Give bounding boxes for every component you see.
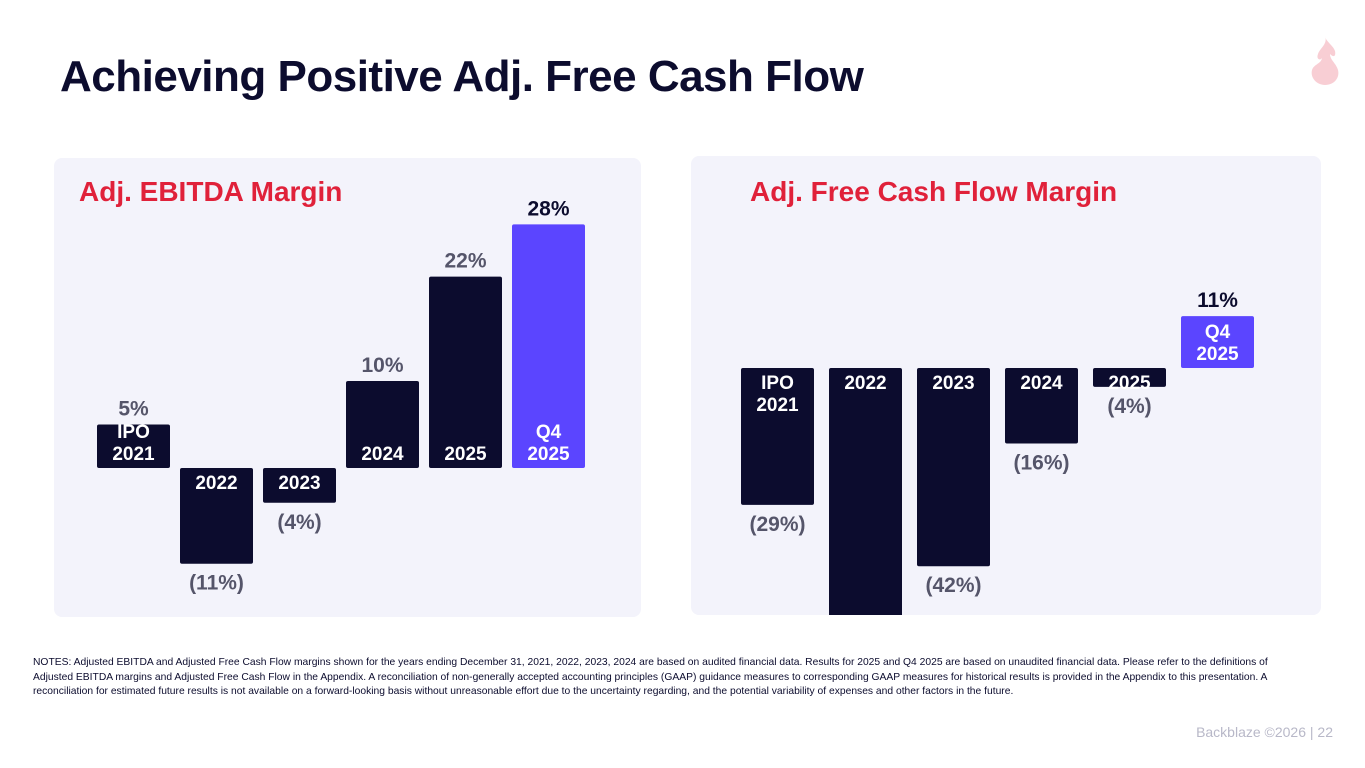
ebitda-bar-5 xyxy=(512,224,585,468)
ebitda-bar-2 xyxy=(263,468,336,503)
fcf-value-label-0: (29%) xyxy=(749,513,805,536)
ebitda-bar-4 xyxy=(429,276,502,468)
ebitda-category-label-0: IPO 2021 xyxy=(112,422,155,465)
ebitda-value-label-1: (11%) xyxy=(189,572,244,595)
copyright-text: Backblaze ©2026 | xyxy=(1196,724,1314,740)
fcf-bar-0 xyxy=(741,368,814,505)
fcf-value-label-3: (16%) xyxy=(1013,452,1069,475)
ebitda-margin-panel: Adj. EBITDA Margin IPO 2021 5% 2022 (11%) 202… xyxy=(54,158,641,617)
ebitda-value-label-4: 22% xyxy=(444,250,486,273)
fcf-bar-5 xyxy=(1181,316,1254,368)
ebitda-value-label-3: 10% xyxy=(361,354,403,377)
ebitda-bar-0 xyxy=(97,424,170,468)
ebitda-bar-1 xyxy=(180,468,253,564)
fcf-category-label-3: 2024 xyxy=(1020,373,1063,394)
fcf-chart-title: Adj. Free Cash Flow Margin xyxy=(750,176,1118,207)
fcf-bar-1 xyxy=(829,368,902,615)
ebitda-chart-title: Adj. EBITDA Margin xyxy=(79,176,343,207)
slide-title: Achieving Positive Adj. Free Cash Flow xyxy=(60,52,864,101)
fcf-bar-2 xyxy=(917,368,990,567)
fcf-value-label-2: (42%) xyxy=(925,574,981,597)
fcf-category-label-5: Q4 2025 xyxy=(1196,322,1239,365)
fcf-value-label-4: (4%) xyxy=(1107,395,1151,418)
footnotes: NOTES: Adjusted EBITDA and Adjusted Free… xyxy=(33,657,1268,698)
ebitda-category-label-5: Q4 2025 xyxy=(527,422,570,465)
slide-footer: Backblaze ©2026 | 22 xyxy=(1196,724,1333,740)
fcf-margin-chart: IPO2021(29%)2022(54%)2023(42%)2024(16%)2… xyxy=(741,289,1254,615)
ebitda-category-label-1: 2022 xyxy=(195,473,237,494)
fcf-category-label-1: 2022 xyxy=(844,373,886,394)
ebitda-value-label-0: 5% xyxy=(118,398,149,421)
fcf-category-label-2: 2023 xyxy=(932,373,974,394)
page-number: 22 xyxy=(1317,724,1333,740)
fcf-bar-3 xyxy=(1005,368,1078,444)
ebitda-bar-3 xyxy=(346,381,419,468)
ebitda-category-label-3: 2024 xyxy=(361,444,404,465)
fcf-margin-panel: Adj. Free Cash Flow Margin IPO 2021 (29%) 2… xyxy=(691,156,1321,615)
backblaze-flame-icon xyxy=(1311,36,1339,85)
ebitda-value-label-2: (4%) xyxy=(277,511,321,534)
fcf-bar-4 xyxy=(1093,368,1166,387)
ebitda-value-label-5: 28% xyxy=(527,197,569,220)
fcf-category-label-0: IPO 2021 xyxy=(756,373,799,416)
fcf-value-label-5: 11% xyxy=(1197,289,1238,312)
fcf-category-label-4: 2025 xyxy=(1108,373,1151,394)
ebitda-category-label-2: 2023 xyxy=(278,473,320,494)
ebitda-category-label-4: 2025 xyxy=(444,444,487,465)
